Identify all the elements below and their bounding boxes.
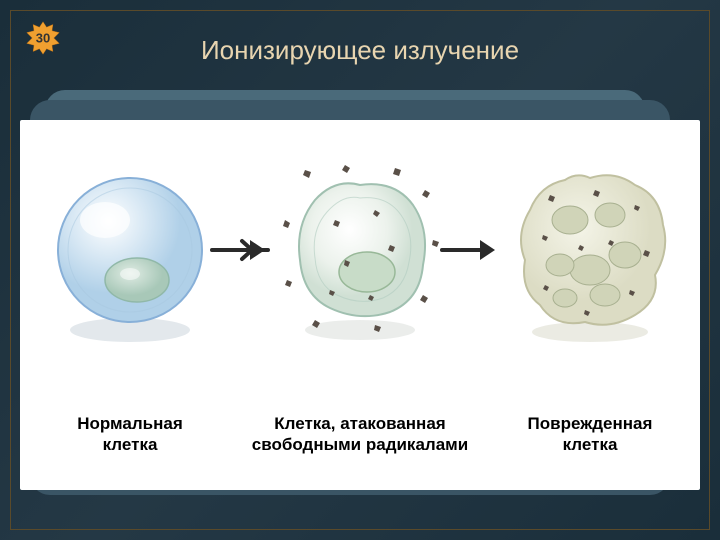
normal-cell bbox=[45, 150, 215, 350]
cell-diagram: Нормальнаяклетка bbox=[20, 120, 700, 490]
badge-number: 30 bbox=[36, 32, 50, 45]
stage-normal: Нормальнаяклетка bbox=[20, 120, 240, 490]
normal-cell-svg bbox=[45, 150, 215, 350]
damaged-cell bbox=[505, 150, 675, 350]
slide-number-badge: 30 bbox=[25, 20, 61, 56]
attacked-cell bbox=[275, 150, 445, 350]
attacked-cell-svg bbox=[275, 150, 445, 350]
damaged-cell-svg bbox=[505, 150, 675, 350]
stage-attacked: Клетка, атакованнаясвободными радикалами bbox=[250, 120, 470, 490]
label-attacked: Клетка, атакованнаясвободными радикалами bbox=[250, 413, 470, 456]
slide: 30 Ионизирующее излучение bbox=[0, 0, 720, 540]
label-normal: Нормальнаяклетка bbox=[20, 413, 240, 456]
slide-title: Ионизирующее излучение bbox=[0, 35, 720, 66]
stage-damaged: Поврежденнаяклетка bbox=[480, 120, 700, 490]
label-damaged: Поврежденнаяклетка bbox=[480, 413, 700, 456]
